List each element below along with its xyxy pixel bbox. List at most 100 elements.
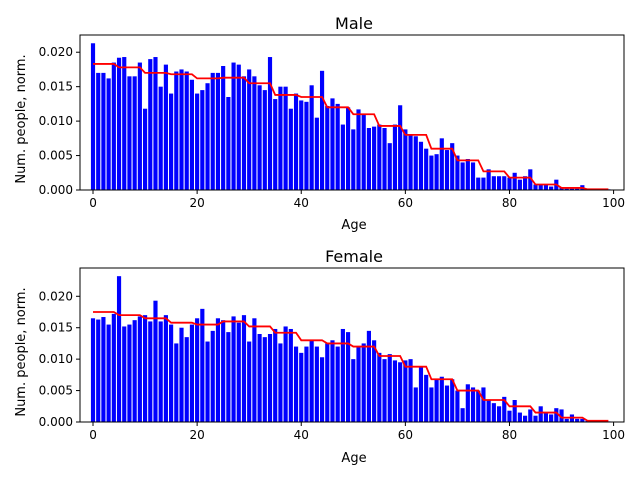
male-bar-age-57 <box>387 143 392 190</box>
male-bar-age-0 <box>90 43 96 190</box>
male-bar-age-10 <box>142 108 148 190</box>
male-bar-age-21 <box>200 90 205 190</box>
male-bar-age-19 <box>189 79 194 190</box>
female-bar-age-9 <box>137 316 142 422</box>
female-bar-age-91 <box>564 418 569 422</box>
female-bar-age-14 <box>163 315 168 422</box>
male-bar-age-39 <box>293 93 299 190</box>
female-bar-age-42 <box>309 340 314 422</box>
male-chart-title: Male <box>335 14 373 33</box>
male-ticks: 0 20 40 60 80 100 0.000 0.005 0.010 0.015 0.020 <box>39 45 625 210</box>
female-bar-age-40 <box>299 352 304 422</box>
male-bar-age-53 <box>366 128 371 190</box>
female-bar-age-73 <box>470 387 476 422</box>
female-bar-age-66 <box>434 379 439 422</box>
male-bar-age-28 <box>236 64 241 190</box>
male-bar-age-81 <box>512 172 517 190</box>
female-bar-age-87 <box>543 412 548 422</box>
female-bar-age-85 <box>533 415 538 422</box>
male-bar-age-9 <box>137 62 142 191</box>
male-bar-age-87 <box>543 184 548 190</box>
male-bar-age-8 <box>132 76 137 190</box>
male-bar-age-22 <box>205 83 210 190</box>
male-bar-age-6 <box>122 57 127 190</box>
female-bar-age-22 <box>205 341 210 422</box>
male-bar-age-47 <box>335 103 340 190</box>
female-bar-age-54 <box>372 340 377 422</box>
male-bar-age-67 <box>439 138 444 190</box>
female-bar-age-65 <box>429 387 434 422</box>
male-bar-age-4 <box>111 62 116 191</box>
female-bar-age-4 <box>111 313 116 422</box>
male-bar-age-5 <box>116 57 122 191</box>
female-bar-age-7 <box>127 324 132 422</box>
male-bar-age-68 <box>444 150 450 190</box>
male-bar-age-50 <box>351 129 356 190</box>
male-bar-age-35 <box>273 99 278 190</box>
female-bar-age-39 <box>293 346 299 422</box>
male-bar-age-37 <box>283 86 288 190</box>
male-y-tick-label: 0.000 <box>39 183 73 197</box>
female-bar-age-59 <box>398 362 403 422</box>
male-bar-age-51 <box>356 109 361 190</box>
female-bar-age-84 <box>528 409 533 422</box>
male-bar-age-20 <box>195 93 200 190</box>
female-bar-age-41 <box>304 346 309 422</box>
male-bar-age-24 <box>215 72 221 190</box>
male-bar-age-58 <box>392 124 398 190</box>
female-bar-age-38 <box>288 328 293 422</box>
male-bar-age-92 <box>569 188 575 190</box>
male-bar-age-52 <box>361 114 366 190</box>
male-x-tick-label: 60 <box>398 196 413 210</box>
male-x-tick-label: 100 <box>602 196 625 210</box>
male-bar-age-17 <box>179 69 184 190</box>
male-bar-age-63 <box>418 141 424 190</box>
female-bar-age-56 <box>382 359 387 422</box>
male-bar-age-42 <box>309 85 314 190</box>
male-x-tick-label: 80 <box>502 196 517 210</box>
female-y-tick-label: 0.000 <box>39 415 73 429</box>
female-bar-age-26 <box>226 332 231 422</box>
male-bar-age-13 <box>158 86 163 190</box>
female-bar-age-24 <box>215 318 221 422</box>
male-bar-age-83 <box>523 176 528 190</box>
male-bar-age-46 <box>330 98 335 190</box>
female-bar-age-61 <box>408 359 413 422</box>
female-bar-age-57 <box>387 354 392 422</box>
female-x-tick-label: 100 <box>602 428 625 442</box>
male-bar-age-12 <box>153 57 158 190</box>
female-bar-age-81 <box>512 400 517 422</box>
male-x-tick-label: 40 <box>294 196 309 210</box>
female-bar-age-50 <box>351 359 356 422</box>
male-bar-age-65 <box>429 155 434 190</box>
female-bar-age-3 <box>106 324 111 422</box>
male-bar-age-56 <box>382 128 387 190</box>
male-trend-line <box>93 63 609 191</box>
male-axes-frame <box>79 34 625 191</box>
female-bar-age-83 <box>523 415 528 422</box>
female-ticks: 0 20 40 60 80 100 0.000 0.005 0.010 0.015 0.020 <box>39 289 625 442</box>
female-bar-age-89 <box>554 408 559 422</box>
male-bar-age-45 <box>325 105 330 190</box>
male-bar-age-30 <box>247 69 252 190</box>
male-bar-age-29 <box>241 76 247 190</box>
male-bar-age-74 <box>476 177 481 190</box>
female-bar-age-30 <box>247 341 252 422</box>
female-bar-age-11 <box>148 321 153 422</box>
female-bar-age-1 <box>96 319 101 422</box>
male-bar-age-82 <box>517 179 522 190</box>
female-bar-age-76 <box>486 400 491 422</box>
male-bar-age-60 <box>403 129 408 190</box>
male-bar-age-64 <box>424 148 429 190</box>
male-bar-age-34 <box>267 57 273 190</box>
female-bar-age-69 <box>450 379 455 422</box>
female-bar-age-55 <box>377 352 382 422</box>
male-bar-age-25 <box>221 66 226 190</box>
male-bar-age-62 <box>413 136 418 190</box>
female-bar-age-52 <box>361 343 366 422</box>
male-y-tick-label: 0.015 <box>39 80 73 94</box>
female-chart-title: Female <box>325 247 383 266</box>
female-bars <box>90 276 611 422</box>
male-bar-age-88 <box>549 186 554 190</box>
female-bar-age-58 <box>392 360 398 422</box>
